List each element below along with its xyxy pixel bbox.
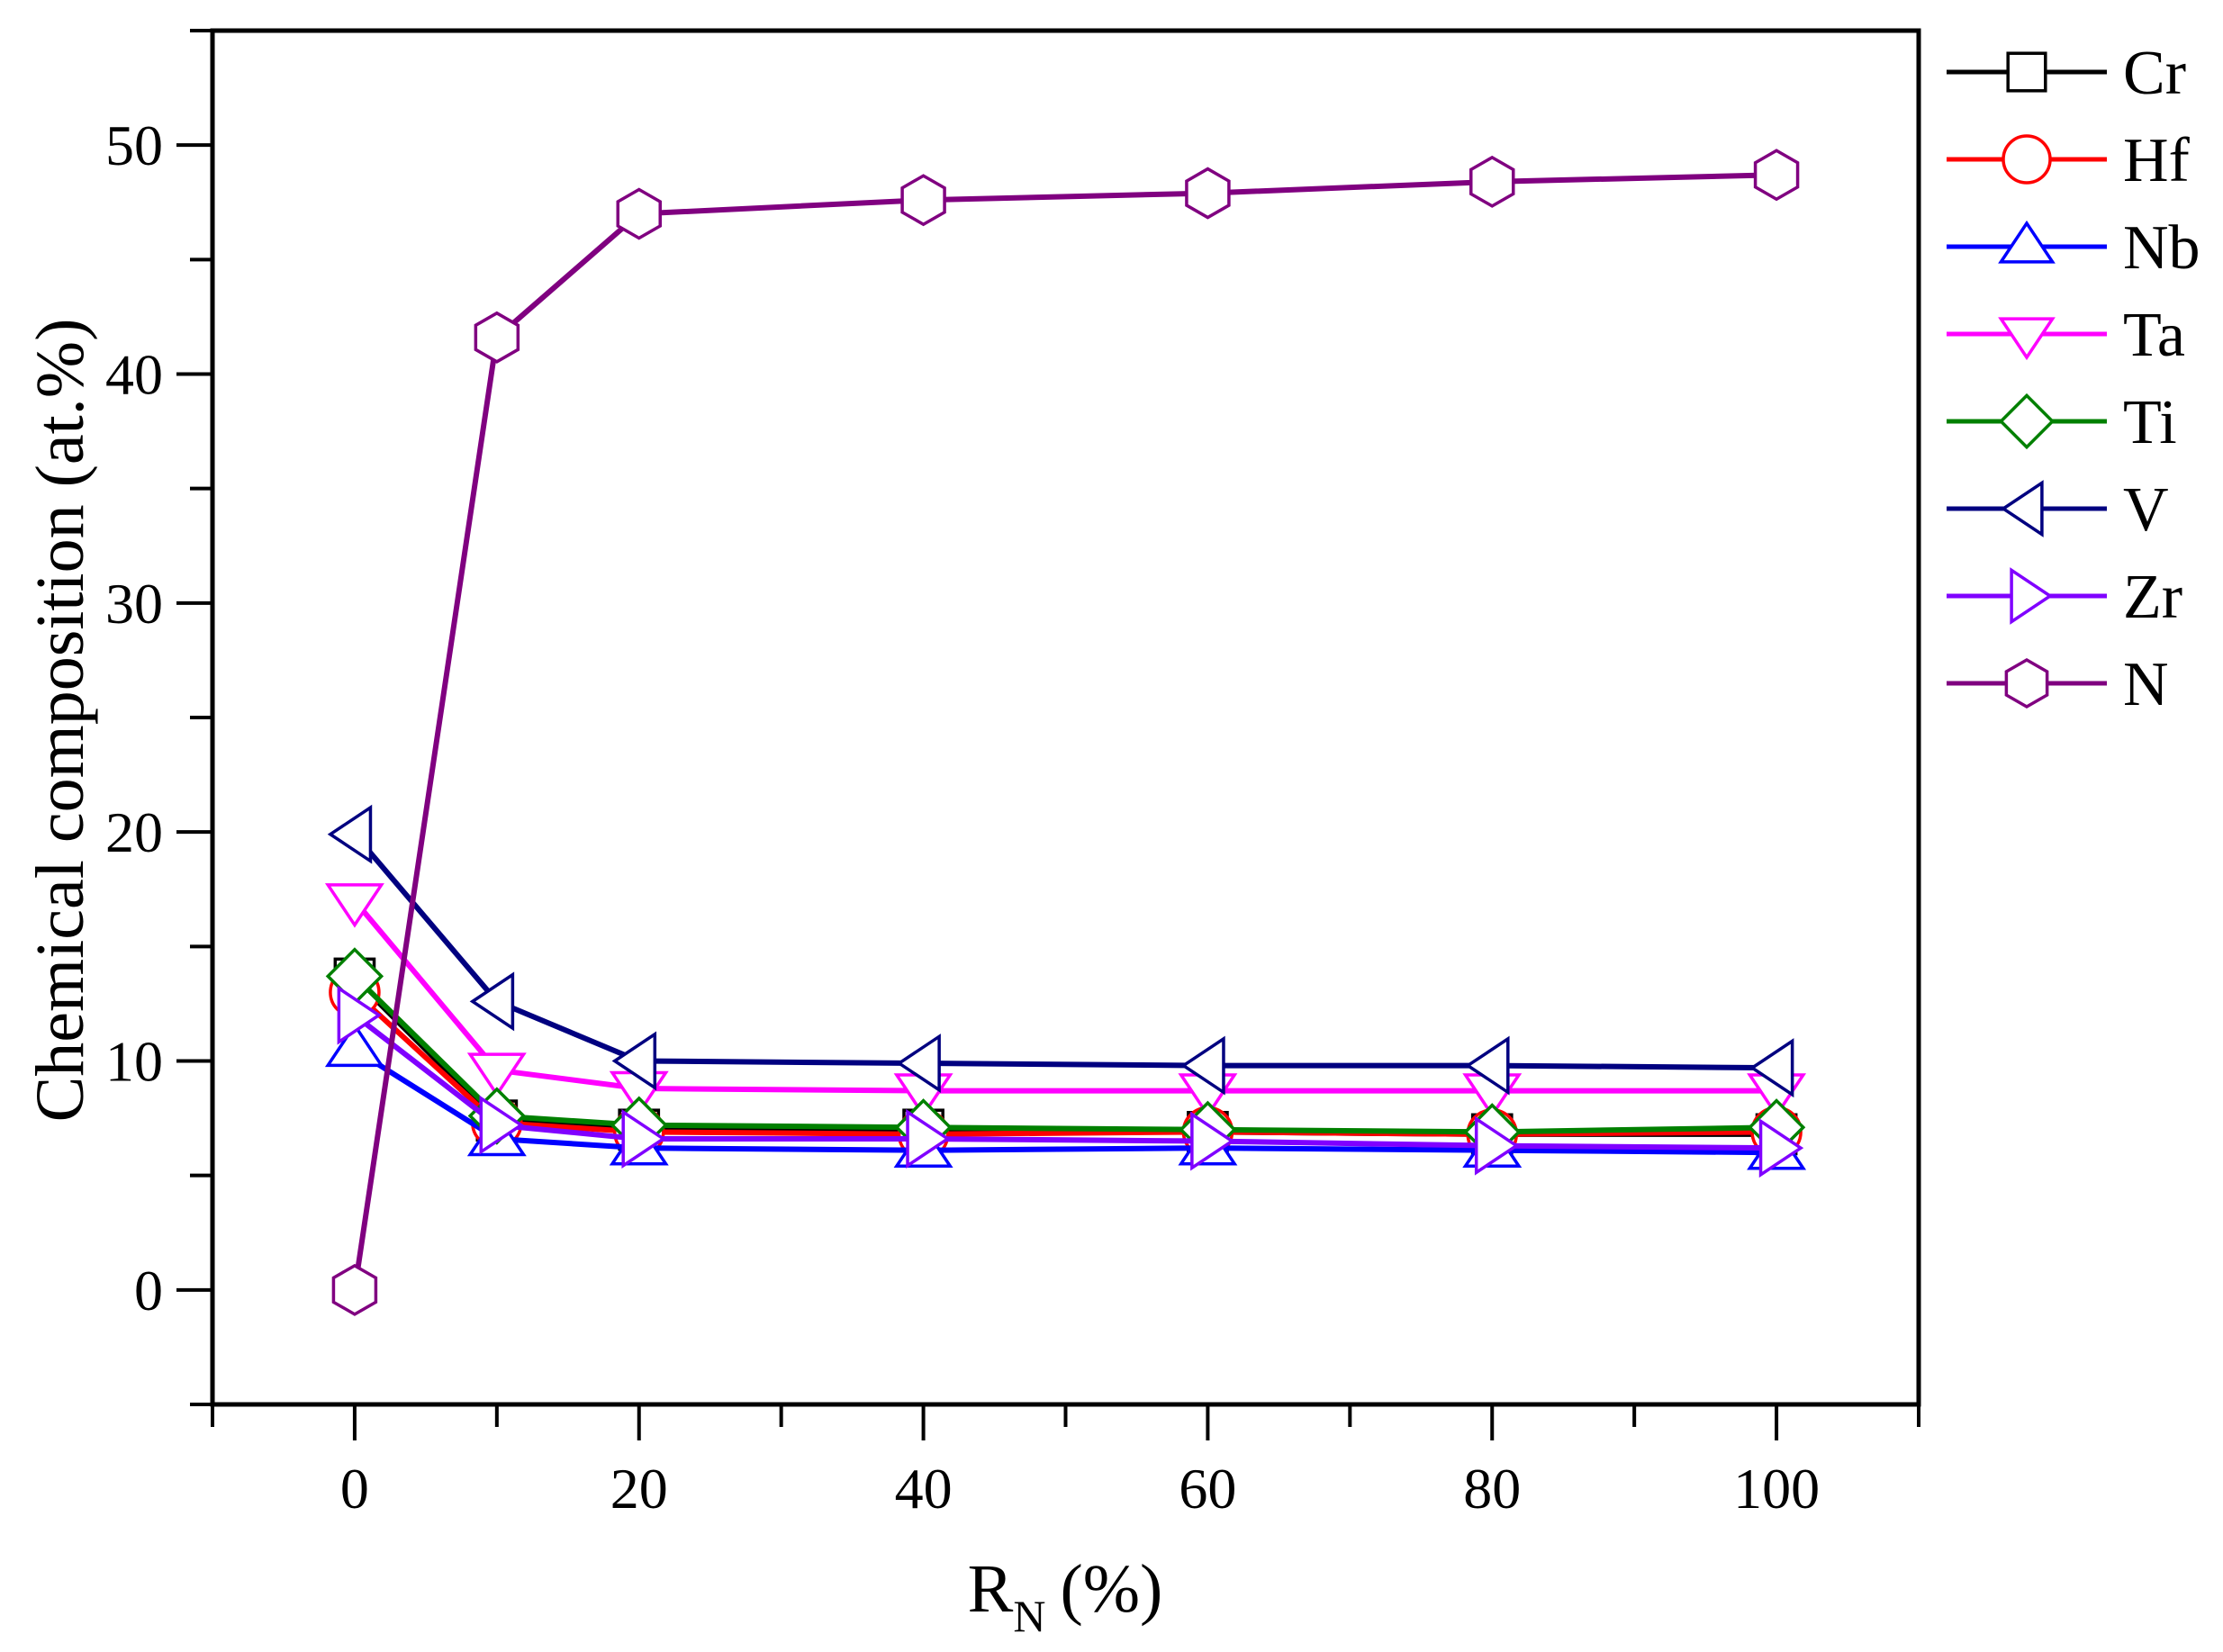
x-axis-title: RN (%)	[968, 1551, 1163, 1641]
marker-square-icon	[2006, 51, 2047, 93]
y-tick-label: 30	[105, 572, 163, 636]
y-tick-label: 10	[105, 1030, 163, 1094]
series-line	[352, 832, 1777, 1071]
x-tick-label: 0	[340, 1457, 369, 1521]
legend-label: Cr	[2123, 39, 2186, 108]
legend-label: Hf	[2123, 126, 2191, 195]
marker-triangle-left-icon	[1180, 1035, 1225, 1096]
legend-label: V	[2123, 475, 2169, 545]
marker-triangle-down-icon	[466, 1052, 527, 1097]
marker-triangle-left-icon	[611, 1031, 657, 1091]
legend-label: Ta	[2123, 301, 2185, 370]
marker-hexagon-icon	[474, 311, 520, 364]
marker-diamond-icon	[1998, 393, 2056, 450]
marker-triangle-left-icon	[1749, 1038, 1794, 1098]
series-zr	[337, 985, 1804, 1178]
marker-triangle-right-icon	[2010, 567, 2054, 625]
marker-triangle-up-icon	[1998, 220, 2056, 264]
marker-triangle-right-icon	[621, 1109, 666, 1169]
plot-area	[210, 28, 1921, 1407]
legend: Cr Hf Nb Ta Ti V Zr N	[1947, 39, 2200, 719]
marker-circle-icon	[2002, 134, 2052, 185]
x-axis: 0 20 40 60 80 100	[211, 1404, 1920, 1521]
x-axis-title-main: R	[968, 1551, 1014, 1627]
marker-triangle-right-icon	[1190, 1111, 1235, 1171]
marker-triangle-right-icon	[479, 1095, 524, 1155]
plot-frame	[210, 28, 1921, 1407]
y-axis: 0 10 20 30 40 50	[105, 29, 212, 1406]
x-tick-label: 100	[1733, 1457, 1820, 1521]
x-tick-label: 20	[610, 1457, 668, 1521]
legend-label: Nb	[2123, 213, 2200, 283]
series-layer	[324, 149, 1807, 1316]
marker-triangle-left-icon	[469, 971, 515, 1032]
legend-label: Zr	[2123, 563, 2182, 632]
legend-item-v: V	[1947, 475, 2169, 545]
y-tick-label: 40	[105, 343, 163, 407]
marker-hexagon-icon	[616, 187, 662, 240]
marker-hexagon-icon	[1753, 149, 1800, 202]
marker-hexagon-icon	[1469, 155, 1515, 208]
marker-triangle-left-icon	[2000, 480, 2044, 537]
marker-triangle-up-icon	[324, 1022, 384, 1068]
legend-item-n: N	[1947, 650, 2169, 719]
legend-item-hf: Hf	[1947, 126, 2191, 195]
x-tick-label: 60	[1179, 1457, 1236, 1521]
legend-item-ta: Ta	[1947, 301, 2185, 370]
marker-triangle-right-icon	[906, 1109, 951, 1169]
marker-triangle-right-icon	[1758, 1118, 1804, 1178]
legend-item-zr: Zr	[1947, 563, 2182, 632]
marker-triangle-left-icon	[327, 804, 373, 864]
legend-label: Ti	[2123, 388, 2177, 457]
legend-item-cr: Cr	[1947, 39, 2186, 108]
series-line	[352, 976, 1777, 1137]
marker-triangle-left-icon	[1465, 1035, 1510, 1096]
series-ta	[324, 883, 1807, 1118]
marker-triangle-right-icon	[1474, 1115, 1520, 1176]
series-n	[331, 149, 1800, 1316]
y-tick-label: 50	[105, 113, 163, 177]
legend-label: N	[2123, 650, 2169, 719]
legend-item-ti: Ti	[1947, 388, 2177, 457]
series-line	[352, 974, 1777, 1135]
marker-hexagon-icon	[1185, 167, 1231, 220]
marker-triangle-down-icon	[324, 883, 384, 928]
x-axis-title-suffix: (%)	[1060, 1551, 1162, 1627]
marker-hexagon-icon	[900, 174, 946, 227]
y-axis-title: Chemical composition (at.%)	[23, 319, 98, 1123]
marker-hexagon-icon	[2004, 657, 2049, 709]
y-tick-label: 0	[134, 1259, 163, 1323]
y-tick-label: 20	[105, 800, 163, 864]
series-v	[327, 804, 1794, 1098]
marker-triangle-down-icon	[1998, 317, 2056, 361]
marker-triangle-left-icon	[896, 1034, 941, 1094]
x-tick-label: 80	[1463, 1457, 1521, 1521]
marker-hexagon-icon	[331, 1263, 378, 1316]
x-tick-label: 40	[895, 1457, 953, 1521]
x-axis-title-subscript: N	[1013, 1591, 1045, 1641]
legend-item-nb: Nb	[1947, 213, 2200, 283]
marker-triangle-right-icon	[337, 985, 383, 1045]
